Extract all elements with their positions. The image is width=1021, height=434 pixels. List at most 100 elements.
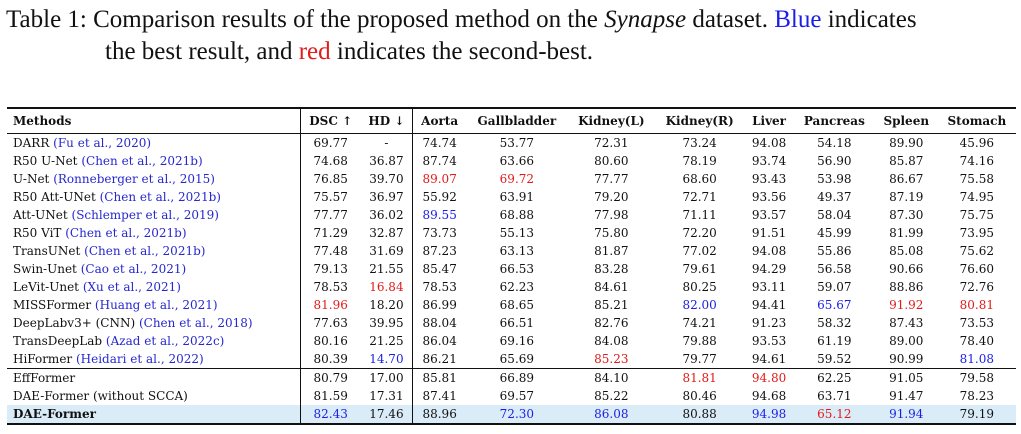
table-row: HiFormer (Heidari et al., 2022) 80.39 14.7…: [7, 350, 1016, 369]
column-header: HD ↓: [360, 108, 414, 134]
value-cell: 86.99: [422, 298, 457, 312]
value-cell: 87.30: [889, 208, 924, 222]
citation-link[interactable]: (Heidari et al., 2022): [75, 352, 204, 366]
value-cell: 81.96: [313, 298, 348, 312]
citation-link[interactable]: (Azad et al., 2022c): [105, 334, 225, 348]
value-cell: 72.30: [499, 407, 535, 421]
column-header: Gallbladder: [477, 114, 557, 128]
value-cell: 90.99: [889, 352, 924, 366]
value-cell: 77.77: [313, 208, 348, 222]
value-cell: 75.62: [959, 244, 995, 258]
method-cell: DeepLabv3+ (CNN) (Chen et al., 2018): [7, 314, 301, 332]
value-cell: 78.23: [959, 389, 995, 403]
value-cell: 65.12: [817, 407, 852, 421]
value-cell: 91.92: [889, 298, 924, 312]
value-cell: 31.69: [360, 242, 414, 260]
caption-dataset: Synapse: [604, 6, 687, 33]
value-cell: 69.16: [499, 334, 535, 348]
value-cell: 53.98: [817, 172, 852, 186]
value-cell: 75.58: [959, 172, 995, 186]
value-cell: -: [360, 133, 414, 152]
value-cell: 66.89: [499, 371, 535, 385]
citation-link[interactable]: (Huang et al., 2021): [94, 298, 218, 312]
method-cell: R50 U-Net (Chen et al., 2021b): [7, 152, 301, 170]
table-row: R50 U-Net (Chen et al., 2021b) 74.68 36.87…: [7, 152, 1016, 170]
value-cell: 74.68: [313, 154, 348, 168]
value-cell: 82.00: [682, 298, 717, 312]
value-cell: 80.88: [682, 407, 717, 421]
citation-link[interactable]: (Cao et al., 2021): [80, 262, 187, 276]
value-cell: 80.16: [313, 334, 348, 348]
method-name: DAE-Former (without SCCA): [13, 389, 188, 403]
value-cell: 75.75: [959, 208, 995, 222]
caption-blue-word: Blue: [774, 6, 822, 33]
value-cell: 14.70: [360, 350, 414, 369]
table-header-row: Methods DSC ↑ HD ↓ Aorta Gallbladder Kidney(L…: [7, 108, 1016, 134]
value-cell: 94.98: [751, 407, 787, 421]
value-cell: 65.67: [817, 298, 852, 312]
method-cell: EffFormer: [7, 368, 301, 387]
citation-link[interactable]: (Ronneberger et al., 2015): [53, 172, 215, 186]
value-cell: 79.58: [959, 371, 995, 385]
value-cell: 94.41: [751, 298, 787, 312]
value-cell: 82.43: [313, 407, 348, 421]
value-cell: 39.70: [360, 170, 414, 188]
value-cell: 85.87: [889, 154, 924, 168]
method-cell: DAE-Former (without SCCA): [7, 387, 301, 405]
citation-link[interactable]: (Chen et al., 2021b): [81, 154, 203, 168]
value-cell: 81.59: [313, 389, 348, 403]
method-name: LeVit-Unet: [13, 280, 83, 294]
value-cell: 94.29: [751, 262, 787, 276]
value-cell: 62.25: [817, 371, 852, 385]
method-name: DeepLabv3+ (CNN): [13, 316, 139, 330]
method-name: R50 ViT: [13, 226, 66, 240]
value-cell: 78.19: [682, 154, 717, 168]
value-cell: 17.00: [360, 368, 414, 387]
value-cell: 77.48: [313, 244, 348, 258]
value-cell: 66.53: [499, 262, 535, 276]
value-cell: 85.47: [422, 262, 457, 276]
value-cell: 91.47: [889, 389, 924, 403]
value-cell: 79.77: [682, 352, 717, 366]
value-cell: 90.66: [889, 262, 924, 276]
value-cell: 63.71: [817, 389, 852, 403]
value-cell: 73.53: [959, 316, 995, 330]
value-cell: 85.22: [594, 389, 629, 403]
method-name: HiFormer: [13, 352, 76, 366]
caption-line-2: the best result, and red indicates the s…: [6, 36, 1018, 68]
method-cell: LeVit-Unet (Xu et al., 2021): [7, 278, 301, 296]
citation-link[interactable]: (Chen et al., 2021b): [99, 190, 221, 204]
value-cell: 77.77: [594, 172, 629, 186]
value-cell: 36.02: [360, 206, 414, 224]
value-cell: 69.72: [499, 172, 535, 186]
column-header: Aorta: [421, 114, 459, 128]
citation-link[interactable]: (Chen et al., 2018): [138, 316, 253, 330]
value-cell: 74.74: [422, 136, 457, 150]
value-cell: 80.79: [313, 371, 348, 385]
citation-link[interactable]: (Xu et al., 2021): [82, 280, 181, 294]
results-table: Methods DSC ↑ HD ↓ Aorta Gallbladder Kidney(L…: [7, 107, 1016, 425]
caption-line-1: Table 1: Comparison results of the propo…: [6, 4, 1018, 36]
value-cell: 17.31: [360, 387, 414, 405]
value-cell: 77.98: [594, 208, 629, 222]
column-header: Pancreas: [803, 114, 865, 128]
method-cell: U-Net (Ronneberger et al., 2015): [7, 170, 301, 188]
table-row: DARR (Fu et al., 2020) 69.77-74.74 53.77 72…: [7, 133, 1016, 152]
column-header: Liver: [752, 114, 787, 128]
citation-link[interactable]: (Chen et al., 2021b): [84, 244, 206, 258]
method-name: R50 Att-UNet: [13, 190, 100, 204]
value-cell: 80.46: [682, 389, 717, 403]
table-body: DARR (Fu et al., 2020) 69.77-74.74 53.77 72…: [7, 133, 1016, 424]
value-cell: 84.10: [594, 371, 629, 385]
value-cell: 89.07: [422, 172, 457, 186]
citation-link[interactable]: (Chen et al., 2021b): [65, 226, 187, 240]
value-cell: 73.24: [682, 136, 717, 150]
citation-link[interactable]: (Fu et al., 2020): [53, 136, 152, 150]
table-row: DeepLabv3+ (CNN) (Chen et al., 2018) 77.6…: [7, 314, 1016, 332]
value-cell: 93.11: [751, 280, 787, 294]
value-cell: 56.58: [817, 262, 852, 276]
value-cell: 81.81: [682, 371, 717, 385]
value-cell: 94.80: [751, 371, 787, 385]
citation-link[interactable]: (Schlemper et al., 2019): [71, 208, 219, 222]
method-name: TransUNet: [13, 244, 85, 258]
